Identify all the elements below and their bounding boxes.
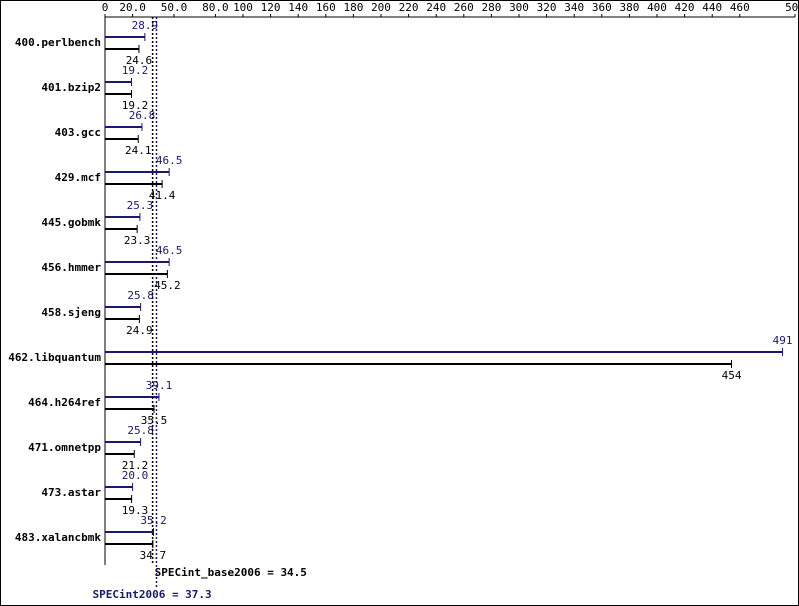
value-label: 20.0 xyxy=(122,469,149,482)
x-tick-label: 420 xyxy=(675,1,695,14)
value-label: 25.8 xyxy=(127,289,154,302)
x-tick-label: 240 xyxy=(426,1,446,14)
value-label: 23.3 xyxy=(124,234,151,247)
value-label: 19.2 xyxy=(122,99,149,112)
value-label: 25.8 xyxy=(127,424,154,437)
value-label: 41.4 xyxy=(149,189,176,202)
x-tick-label: 50.0 xyxy=(161,1,188,14)
value-label: 46.5 xyxy=(156,154,183,167)
x-tick-label: 400 xyxy=(647,1,667,14)
x-tick-label: 280 xyxy=(481,1,501,14)
x-tick-label: 0 xyxy=(102,1,109,14)
x-tick-label: 180 xyxy=(343,1,363,14)
value-label: 28.9 xyxy=(132,19,159,32)
category-label: 401.bzip2 xyxy=(41,81,101,94)
x-tick-label: 260 xyxy=(454,1,474,14)
value-label: 26.8 xyxy=(129,109,156,122)
category-label: 473.astar xyxy=(41,486,101,499)
reference-label: SPECint2006 = 37.3 xyxy=(92,588,211,601)
x-tick-label: 80.0 xyxy=(202,1,229,14)
x-tick-label: 100 xyxy=(233,1,253,14)
value-label: 24.1 xyxy=(125,144,152,157)
x-tick-label: 300 xyxy=(509,1,529,14)
x-tick-label: 460 xyxy=(730,1,750,14)
value-label: 39.1 xyxy=(146,379,173,392)
value-label: 19.3 xyxy=(122,504,149,517)
x-tick-label: 500 xyxy=(785,1,799,14)
value-label: 34.7 xyxy=(140,549,167,562)
category-label: 429.mcf xyxy=(55,171,101,184)
x-tick-label: 160 xyxy=(316,1,336,14)
category-label: 458.sjeng xyxy=(41,306,101,319)
x-tick-label: 440 xyxy=(702,1,722,14)
value-label: 46.5 xyxy=(156,244,183,257)
category-label: 462.libquantum xyxy=(8,351,101,364)
reference-label: SPECint_base2006 = 34.5 xyxy=(155,566,307,579)
x-tick-label: 200 xyxy=(371,1,391,14)
value-label: 35.2 xyxy=(140,514,167,527)
value-label: 24.6 xyxy=(126,54,153,67)
category-label: 471.omnetpp xyxy=(28,441,101,454)
x-tick-label: 120 xyxy=(261,1,281,14)
category-label: 464.h264ref xyxy=(28,396,101,409)
category-label: 456.hmmer xyxy=(41,261,101,274)
value-label: 35.5 xyxy=(141,414,168,427)
x-tick-label: 140 xyxy=(288,1,308,14)
category-label: 483.xalancbmk xyxy=(15,531,101,544)
x-tick-label: 20.0 xyxy=(119,1,146,14)
category-label: 403.gcc xyxy=(55,126,101,139)
value-label: 21.2 xyxy=(122,459,149,472)
x-tick-label: 220 xyxy=(399,1,419,14)
value-label: 45.2 xyxy=(154,279,181,292)
x-tick-label: 320 xyxy=(537,1,557,14)
value-label: 491 xyxy=(773,334,793,347)
value-label: 19.2 xyxy=(122,64,149,77)
value-label: 25.3 xyxy=(127,199,154,212)
value-label: 454 xyxy=(722,369,742,382)
category-label: 445.gobmk xyxy=(41,216,101,229)
x-tick-label: 360 xyxy=(592,1,612,14)
x-tick-label: 380 xyxy=(619,1,639,14)
category-label: 400.perlbench xyxy=(15,36,101,49)
value-label: 24.9 xyxy=(126,324,153,337)
x-tick-label: 340 xyxy=(564,1,584,14)
